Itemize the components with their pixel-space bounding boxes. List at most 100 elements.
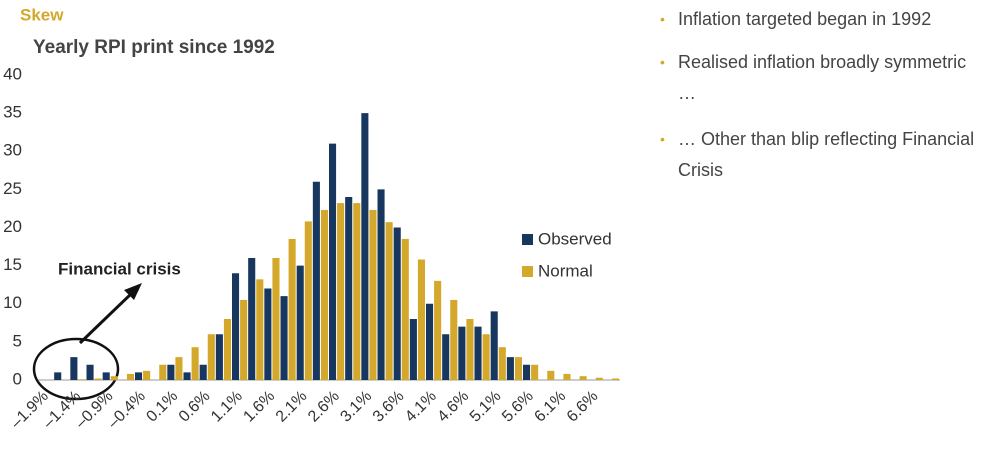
bar	[159, 364, 167, 380]
legend-label: Observed	[538, 229, 612, 248]
bullet-text: Realised inflation broadly symmetric …	[678, 52, 967, 103]
x-tick-label: 2.6%	[305, 388, 343, 426]
bar	[401, 238, 409, 380]
annotation: Financial crisis	[58, 259, 181, 278]
chart-subtitle: Yearly RPI print since 1992	[33, 37, 275, 58]
bar	[337, 203, 345, 380]
x-tick-label: 5.1%	[467, 388, 505, 426]
bar	[199, 364, 207, 380]
x-tick-label: 1.1%	[208, 388, 246, 426]
bar	[223, 319, 231, 380]
bar	[547, 370, 555, 380]
bar	[54, 372, 62, 380]
bar	[426, 303, 434, 380]
bar	[288, 238, 296, 380]
bar	[232, 273, 240, 380]
legend-swatch	[522, 266, 533, 277]
highlight-ellipse	[32, 337, 120, 401]
bar	[442, 334, 450, 380]
bar	[143, 370, 151, 380]
bar	[611, 378, 619, 380]
y-tick-label: 5	[13, 331, 22, 350]
x-tick-label: 3.1%	[337, 388, 375, 426]
bar	[595, 377, 603, 380]
bar	[312, 181, 320, 380]
bar	[377, 189, 385, 380]
bar	[490, 311, 498, 380]
bar	[579, 376, 587, 380]
bar	[191, 347, 199, 380]
bar	[102, 372, 110, 380]
bar	[110, 376, 118, 380]
bar	[563, 373, 571, 380]
y-tick-label: 40	[3, 64, 22, 83]
bar	[167, 364, 175, 380]
bar	[207, 334, 215, 380]
arrow-line	[78, 291, 134, 345]
bar	[498, 347, 506, 380]
bar	[523, 364, 531, 380]
y-tick-label: 30	[3, 141, 22, 160]
x-tick-label: 1.6%	[240, 388, 278, 426]
y-tick-label: 10	[3, 293, 22, 312]
chart-title: Skew	[20, 5, 64, 24]
x-tick-label: 6.1%	[531, 388, 569, 426]
arrow-head	[124, 283, 142, 300]
bar	[135, 372, 143, 380]
bar	[296, 265, 304, 380]
bar	[240, 299, 248, 380]
bar	[506, 357, 514, 380]
bar	[94, 378, 102, 380]
bullet-text: … Other than blip reflecting Financial C…	[678, 129, 975, 180]
bar	[345, 197, 353, 380]
bullet: Realised inflation broadly symmetric …	[660, 47, 980, 109]
legend-label: Normal	[538, 261, 593, 280]
x-tick-label: 6.6%	[564, 388, 602, 426]
y-tick-label: 0	[13, 369, 22, 388]
y-tick-label: 20	[3, 217, 22, 236]
bar	[531, 364, 539, 380]
x-tick-label: 0.6%	[176, 388, 214, 426]
bar	[256, 279, 264, 380]
x-tick-label: 2.1%	[273, 388, 311, 426]
bullet: Inflation targeted began in 1992	[660, 4, 980, 35]
x-tick-label: 3.6%	[370, 388, 408, 426]
y-tick-label: 25	[3, 179, 22, 198]
chart: Skew Yearly RPI print since 1992 Financi…	[3, 5, 620, 432]
bar	[70, 357, 78, 380]
bar	[353, 203, 361, 380]
bar	[385, 222, 393, 380]
bar	[361, 113, 369, 380]
bar	[320, 209, 328, 380]
bar	[78, 379, 86, 380]
y-tick-label: 35	[3, 103, 22, 122]
bullet-text: Inflation targeted began in 1992	[678, 9, 932, 29]
x-tick-label: 5.6%	[499, 388, 537, 426]
x-tick-label: 4.1%	[402, 388, 440, 426]
bar	[215, 334, 223, 380]
bar	[272, 258, 280, 380]
bar	[329, 143, 337, 380]
x-tick-label: 4.6%	[434, 388, 472, 426]
bar	[175, 357, 183, 380]
bar	[514, 357, 522, 380]
bar	[304, 221, 312, 380]
bar	[434, 280, 442, 380]
bar	[482, 334, 490, 380]
bar	[466, 319, 474, 380]
bar	[280, 296, 288, 380]
bar	[474, 326, 482, 380]
legend-swatch	[522, 234, 533, 245]
bar	[126, 373, 134, 380]
x-tick-label: 0.1%	[143, 388, 181, 426]
y-tick-label: 15	[3, 255, 22, 274]
bar	[183, 372, 191, 380]
bar	[264, 288, 272, 380]
bar	[409, 319, 417, 380]
x-tick-label: –0.4%	[105, 388, 149, 432]
bullet: … Other than blip reflecting Financial C…	[660, 124, 980, 186]
bar	[450, 299, 458, 380]
bar	[248, 258, 256, 380]
bar	[417, 259, 425, 380]
